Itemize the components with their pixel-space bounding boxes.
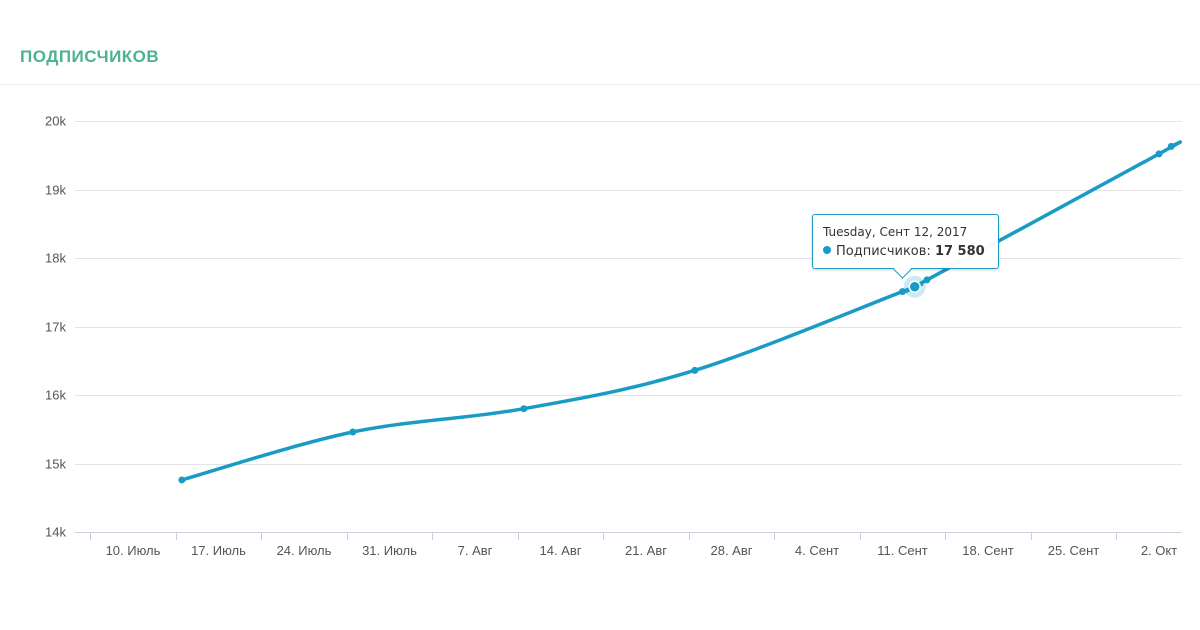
x-tick-label: 18. Сент — [962, 543, 1013, 558]
data-point — [691, 366, 699, 374]
tooltip-date: Tuesday, Сент 12, 2017 — [823, 225, 968, 239]
x-tick-label: 10. Июль — [106, 543, 161, 558]
x-tick-label: 11. Сент — [877, 543, 928, 558]
y-tick-label: 19k — [45, 183, 66, 198]
chart-tooltip: Tuesday, Сент 12, 2017 Подписчиков: 17 5… — [812, 214, 999, 269]
series-subscribers — [178, 140, 1182, 484]
x-tick-label: 25. Сент — [1048, 543, 1099, 558]
y-tick-label: 18k — [45, 251, 66, 266]
x-axis: 10. Июль 17. Июль 24. Июль 31. Июль 7. Авг 14… — [90, 532, 1177, 558]
x-tick-label: 4. Сент — [795, 543, 839, 558]
x-tick-label: 31. Июль — [362, 543, 417, 558]
series-line — [180, 140, 1182, 482]
tooltip-series-dot-icon — [823, 246, 831, 254]
x-tick-label: 17. Июль — [191, 543, 246, 558]
y-tick-label: 17k — [45, 320, 66, 335]
x-tick-label: 21. Авг — [625, 543, 667, 558]
y-tick-label: 14k — [45, 525, 66, 540]
data-point — [520, 405, 528, 413]
chart-title: ПОДПИСЧИКОВ — [20, 47, 160, 66]
data-point — [899, 288, 906, 296]
y-tick-label: 20k — [45, 114, 66, 129]
x-tick-label: 24. Июль — [277, 543, 332, 558]
grid-lines — [75, 121, 1182, 533]
tooltip-value: 17 580 — [934, 244, 985, 259]
y-tick-label: 15k — [45, 457, 66, 472]
x-tick-label: 28. Авг — [710, 543, 752, 558]
chart-header: ПОДПИСЧИКОВ — [0, 0, 1200, 85]
data-point — [1167, 142, 1175, 150]
tooltip-row: Подписчиков: 17 580 — [823, 244, 985, 259]
x-tick-label: 14. Авг — [539, 543, 581, 558]
data-point — [349, 428, 357, 436]
tooltip-series-label: Подписчиков: — [836, 244, 931, 259]
data-point — [1155, 150, 1163, 158]
data-point — [923, 276, 931, 284]
y-tick-label: 16k — [45, 388, 66, 403]
y-axis: 14k 15k 16k 17k 18k 19k 20k — [45, 114, 66, 540]
x-tick-label: 7. Авг — [458, 543, 493, 558]
x-tick-label: 2. Окт — [1141, 543, 1177, 558]
data-point — [178, 476, 186, 484]
series-group — [178, 140, 1182, 484]
highlight-point — [908, 280, 921, 294]
